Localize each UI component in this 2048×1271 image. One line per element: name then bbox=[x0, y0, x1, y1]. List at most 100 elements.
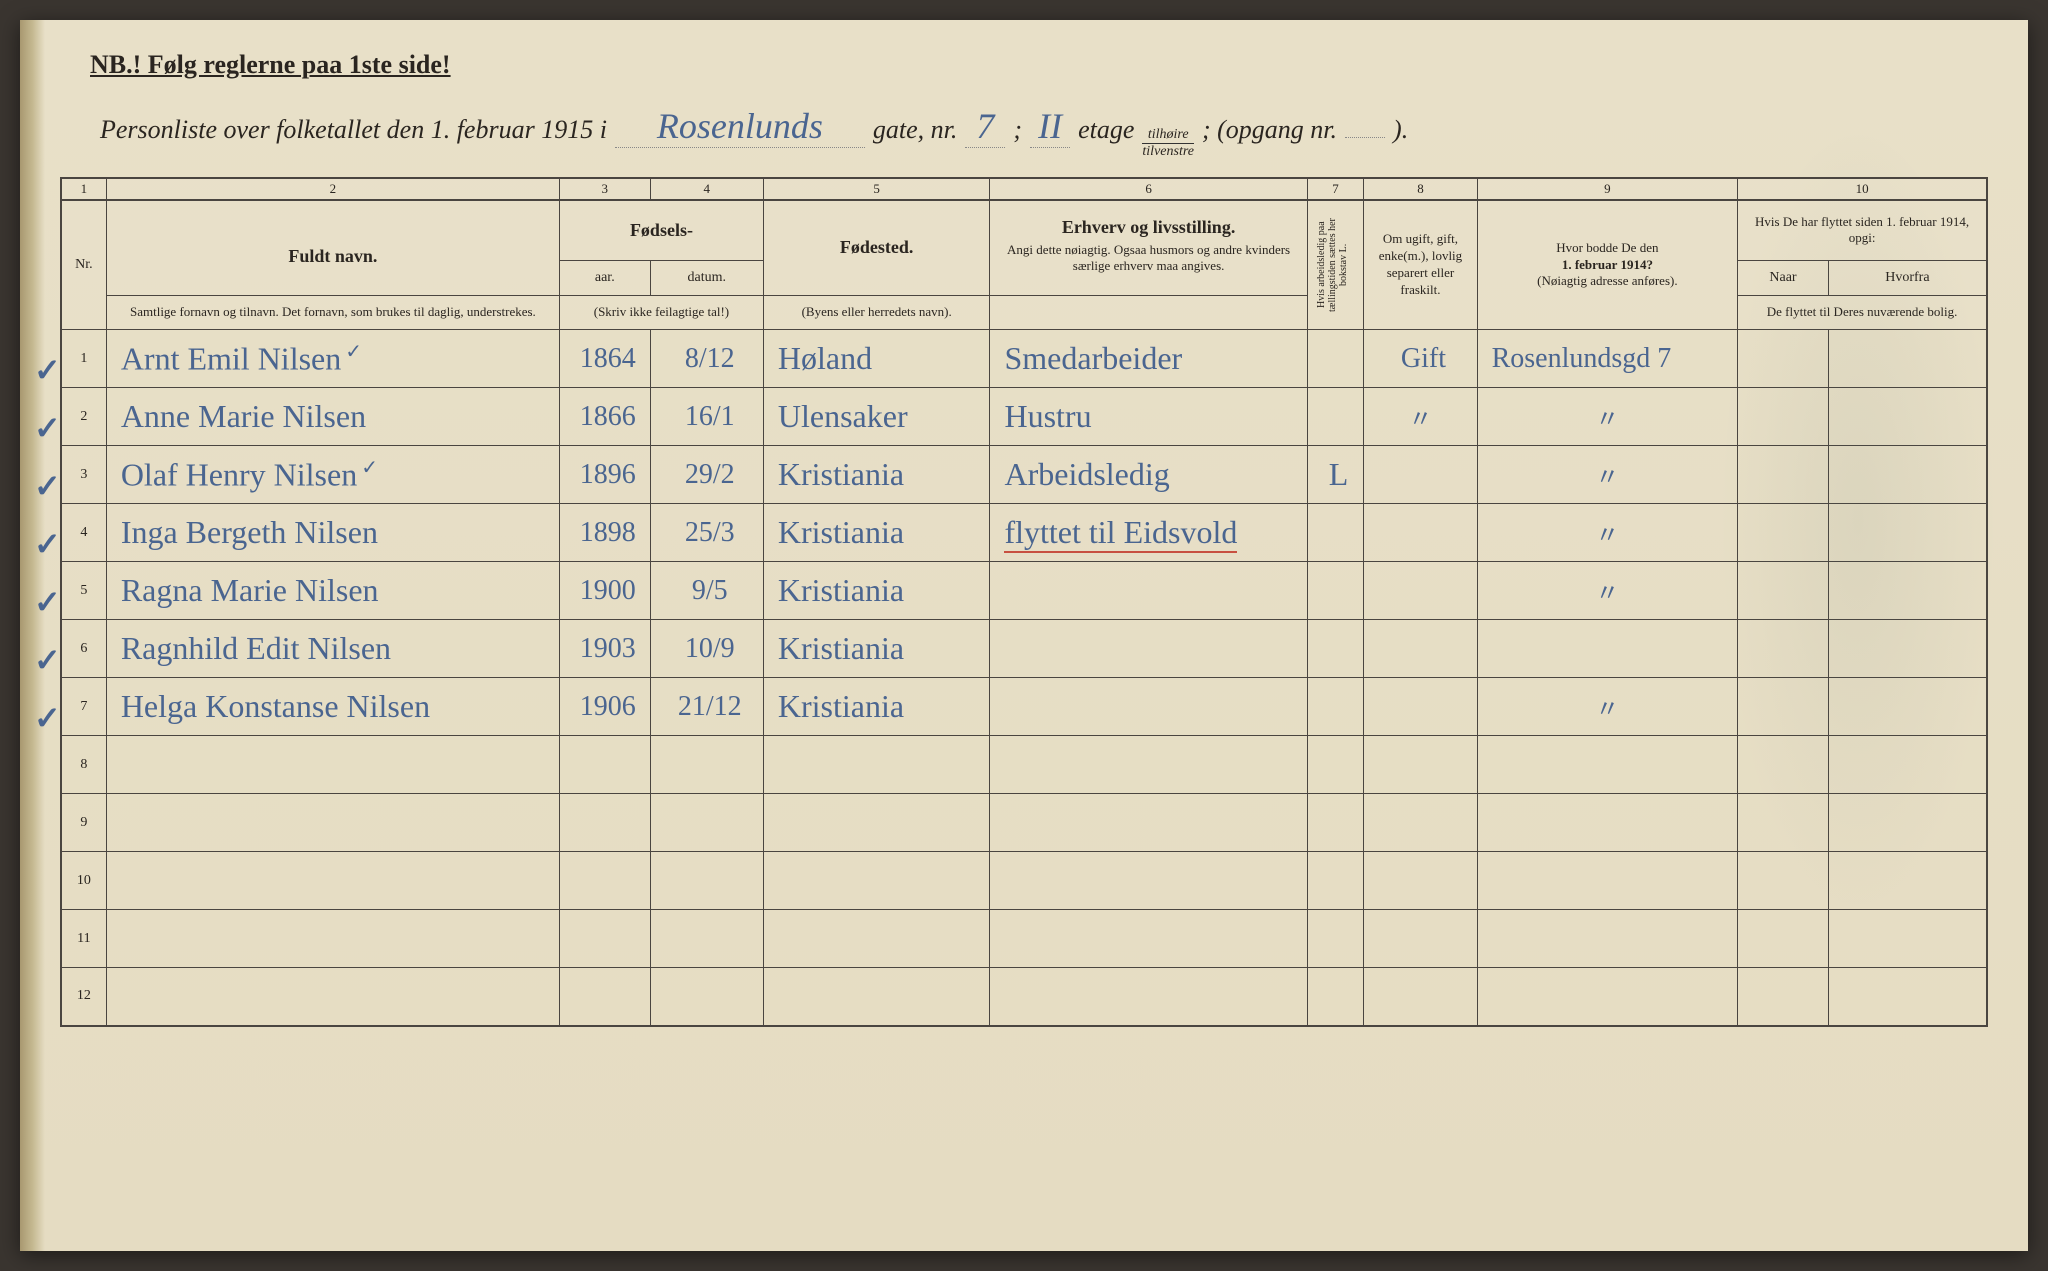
full-name: Inga Bergeth Nilsen bbox=[106, 504, 559, 562]
column-numbers-row: 1 2 3 4 5 6 7 8 9 10 bbox=[61, 178, 1987, 200]
birth-date bbox=[650, 852, 763, 910]
birth-date bbox=[650, 910, 763, 968]
prev-address: 〃 bbox=[1477, 678, 1738, 736]
colnum-1: 1 bbox=[61, 178, 106, 200]
moved-when bbox=[1738, 678, 1829, 736]
col-8-head: Om ugift, gift, enke(m.), lovlig separer… bbox=[1364, 200, 1477, 330]
col-name-head: Fuldt navn. bbox=[106, 200, 559, 295]
birthplace: Kristiania bbox=[763, 504, 990, 562]
prev-address: 〃 bbox=[1477, 446, 1738, 504]
col-place-title: Fødested. bbox=[770, 237, 984, 258]
unemployed-mark bbox=[1307, 794, 1364, 852]
birthplace: Kristiania bbox=[763, 620, 990, 678]
birthplace bbox=[763, 910, 990, 968]
nb-instruction: NB.! Følg reglerne paa 1ste side! bbox=[90, 50, 1988, 80]
col-occ-head: Erhverv og livsstilling. Angi dette nøia… bbox=[990, 200, 1307, 295]
unemployed-mark bbox=[1307, 968, 1364, 1026]
table-row: 7Helga Konstanse Nilsen190621/12Kristian… bbox=[61, 678, 1987, 736]
marital-status bbox=[1364, 620, 1477, 678]
birth-date: 29/2 bbox=[650, 446, 763, 504]
marital-status bbox=[1364, 968, 1477, 1026]
opgang-label: ; (opgang nr. bbox=[1202, 115, 1337, 145]
col-date-head: datum. bbox=[650, 260, 763, 295]
birth-date: 9/5 bbox=[650, 562, 763, 620]
col-year-head: aar. bbox=[559, 260, 650, 295]
side-fraction: tilhøire tilvenstre bbox=[1142, 128, 1194, 159]
table-row: 2Anne Marie Nilsen186616/1UlensakerHustr… bbox=[61, 388, 1987, 446]
birthplace: Kristiania bbox=[763, 678, 990, 736]
header-row-main: Nr. Fuldt navn. Fødsels- Fødested. Erhve… bbox=[61, 200, 1987, 260]
birth-year: 1906 bbox=[559, 678, 650, 736]
moved-from bbox=[1828, 736, 1987, 794]
unemployed-mark bbox=[1307, 852, 1364, 910]
table-row: 3Olaf Henry Nilsen189629/2KristianiaArbe… bbox=[61, 446, 1987, 504]
birth-date: 21/12 bbox=[650, 678, 763, 736]
row-number: 1 bbox=[61, 330, 106, 388]
colnum-8: 8 bbox=[1364, 178, 1477, 200]
col-birth-title: Fødsels- bbox=[559, 200, 763, 260]
row-number: 5 bbox=[61, 562, 106, 620]
full-name bbox=[106, 968, 559, 1026]
header-line: Personliste over folketallet den 1. febr… bbox=[100, 105, 1988, 159]
birthplace: Kristiania bbox=[763, 446, 990, 504]
prev-address bbox=[1477, 852, 1738, 910]
gate-number: 7 bbox=[965, 105, 1005, 148]
row-number: 3 bbox=[61, 446, 106, 504]
row-number: 6 bbox=[61, 620, 106, 678]
colnum-6: 6 bbox=[990, 178, 1307, 200]
occupation: Smedarbeider bbox=[990, 330, 1307, 388]
full-name bbox=[106, 910, 559, 968]
row-number: 9 bbox=[61, 794, 106, 852]
birth-date bbox=[650, 968, 763, 1026]
full-name bbox=[106, 852, 559, 910]
row-number: 7 bbox=[61, 678, 106, 736]
row-number: 12 bbox=[61, 968, 106, 1026]
col-10a-head: Naar bbox=[1738, 260, 1829, 295]
full-name bbox=[106, 736, 559, 794]
occupation bbox=[990, 736, 1307, 794]
birthplace bbox=[763, 968, 990, 1026]
birthplace bbox=[763, 852, 990, 910]
colnum-2: 2 bbox=[106, 178, 559, 200]
moved-from bbox=[1828, 620, 1987, 678]
occupation: flyttet til Eidsvold bbox=[990, 504, 1307, 562]
etage-label: etage bbox=[1078, 115, 1134, 145]
birthplace: Ulensaker bbox=[763, 388, 990, 446]
birth-year bbox=[559, 968, 650, 1026]
moved-when bbox=[1738, 330, 1829, 388]
moved-from bbox=[1828, 910, 1987, 968]
birthplace bbox=[763, 794, 990, 852]
prev-address: 〃 bbox=[1477, 388, 1738, 446]
colnum-9: 9 bbox=[1477, 178, 1738, 200]
moved-when bbox=[1738, 910, 1829, 968]
marital-status bbox=[1364, 562, 1477, 620]
table-row: 1Arnt Emil Nilsen18648/12HølandSmedarbei… bbox=[61, 330, 1987, 388]
moved-when bbox=[1738, 562, 1829, 620]
prev-address bbox=[1477, 910, 1738, 968]
unemployed-mark bbox=[1307, 910, 1364, 968]
birth-year: 1866 bbox=[559, 388, 650, 446]
full-name bbox=[106, 794, 559, 852]
col-place-sub: (Byens eller herredets navn). bbox=[763, 295, 990, 329]
occupation bbox=[990, 678, 1307, 736]
opgang-value bbox=[1345, 137, 1385, 138]
unemployed-mark: L bbox=[1307, 446, 1364, 504]
birth-year: 1898 bbox=[559, 504, 650, 562]
occupation bbox=[990, 562, 1307, 620]
full-name: Ragnhild Edit Nilsen bbox=[106, 620, 559, 678]
col-7-head: Hvis arbeidsledig paa tællingstiden sætt… bbox=[1307, 200, 1364, 330]
birthplace bbox=[763, 736, 990, 794]
full-name: Olaf Henry Nilsen bbox=[106, 446, 559, 504]
col-name-title: Fuldt navn. bbox=[113, 246, 553, 267]
birth-year bbox=[559, 910, 650, 968]
moved-from bbox=[1828, 968, 1987, 1026]
prev-address bbox=[1477, 794, 1738, 852]
row-number: 10 bbox=[61, 852, 106, 910]
marital-status bbox=[1364, 446, 1477, 504]
moved-when bbox=[1738, 504, 1829, 562]
col-name-sub: Samtlige fornavn og tilnavn. Det fornavn… bbox=[106, 295, 559, 329]
colnum-4: 4 bbox=[650, 178, 763, 200]
col-10b-head: Hvorfra bbox=[1828, 260, 1987, 295]
birth-year: 1900 bbox=[559, 562, 650, 620]
occupation: Arbeidsledig bbox=[990, 446, 1307, 504]
